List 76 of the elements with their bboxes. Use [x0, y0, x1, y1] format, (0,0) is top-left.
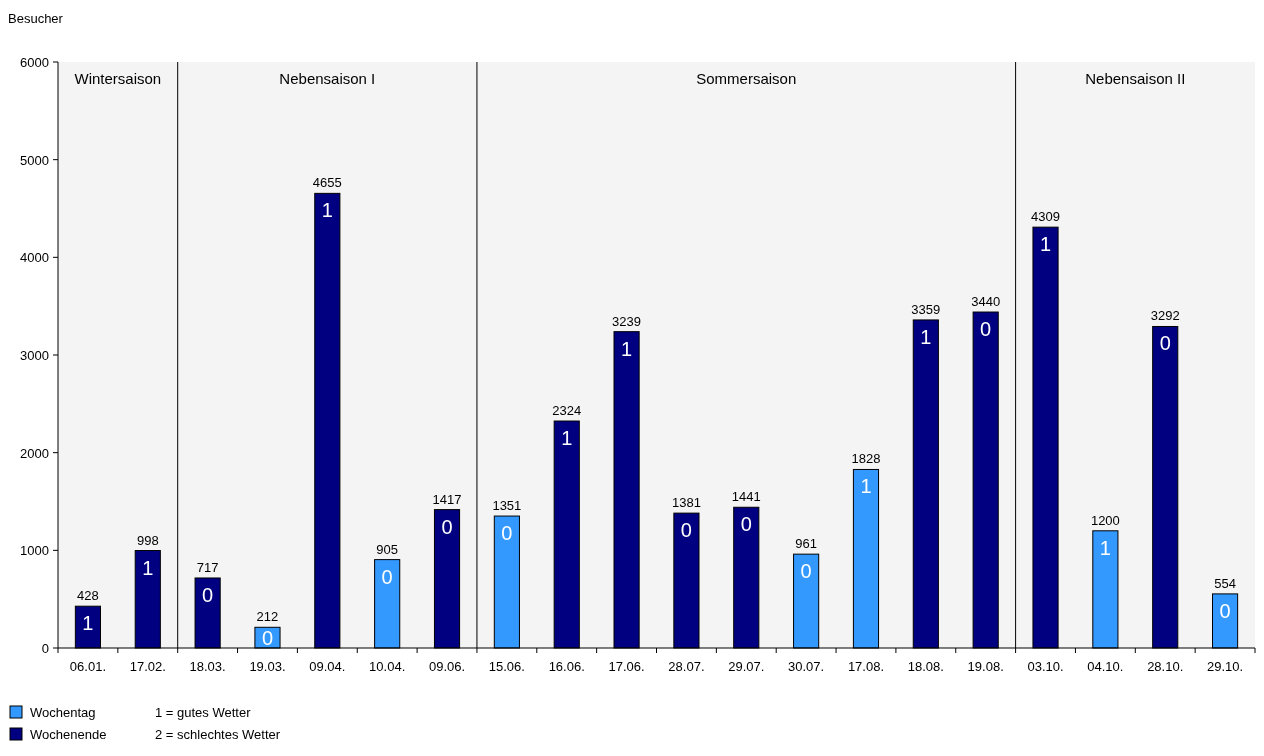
data-label: 1441	[731, 489, 761, 505]
data-label: 2324	[552, 403, 582, 419]
y-tick-label: 0	[41, 641, 49, 656]
y-tick-label: 5000	[20, 152, 49, 168]
x-tick-label: 28.07.	[668, 659, 705, 674]
y-tick-label: 6000	[20, 55, 49, 70]
annotation: 0	[381, 565, 393, 588]
annotation: 1	[1099, 536, 1111, 559]
x-tick-label: 09.04.	[309, 659, 346, 674]
annotation: 0	[1159, 332, 1171, 355]
annotation: 1	[82, 612, 94, 635]
annotation: 0	[680, 519, 692, 542]
text: 2 = schlechtes Wetter	[155, 727, 281, 742]
data-label: 428	[77, 588, 99, 604]
x-tick-label: 17.08.	[847, 659, 885, 674]
annotation: 0	[202, 583, 214, 606]
annotation: 1	[561, 427, 573, 450]
data-label: 3239	[612, 313, 642, 329]
data-label: 1200	[1090, 512, 1120, 528]
band-label: Nebensaison II	[1085, 70, 1186, 87]
data-label: 3440	[971, 294, 1001, 310]
x-tick-label: 30.07.	[788, 659, 825, 674]
data-label: 998	[136, 532, 159, 548]
x-tick-label: 03.10.	[1027, 659, 1064, 674]
data-label: 961	[795, 536, 817, 552]
x-tick-label: 16.06.	[548, 659, 585, 674]
data-label: 1351	[492, 498, 522, 514]
annotation: 0	[740, 513, 752, 536]
text: 1 = gutes Wetter	[155, 705, 252, 720]
annotation: 0	[800, 560, 812, 583]
x-tick-label: 29.10.	[1207, 659, 1244, 674]
y-tick-label: 1000	[20, 543, 49, 559]
x-tick-label: 18.03.	[189, 659, 226, 674]
annotation: 1	[142, 556, 154, 579]
data-label: 212	[256, 609, 279, 625]
annotation: 0	[261, 627, 274, 649]
x-tick-label: 17.02.	[129, 659, 166, 674]
x-tick-label: 17.06.	[608, 659, 645, 674]
x-tick-label: 29.07.	[728, 659, 765, 674]
data-label: 4309	[1031, 209, 1060, 225]
x-tick-label: 10.04.	[369, 659, 406, 674]
annotation: 0	[980, 318, 992, 341]
legend-label: Wochenende	[30, 727, 107, 742]
band-label: Nebensaison I	[279, 70, 376, 87]
x-tick-label: 19.08.	[967, 659, 1004, 674]
annotation: 1	[621, 337, 633, 360]
y-tick-label: 2000	[20, 445, 49, 461]
data-label: 3292	[1150, 308, 1180, 324]
x-tick-label: 28.10.	[1147, 659, 1184, 674]
data-label: 554	[1214, 575, 1236, 591]
x-tick-label: 19.03.	[249, 659, 286, 674]
x-tick-label: 09.06.	[428, 659, 466, 674]
data-label: 4655	[312, 175, 342, 191]
x-tick-label: 04.10.	[1087, 659, 1124, 674]
annotation: 0	[1219, 599, 1231, 622]
x-tick-label: 18.08.	[907, 659, 944, 674]
annotation: 1	[321, 199, 333, 222]
data-label: 1381	[671, 495, 701, 511]
y-tick-label: 4000	[20, 250, 49, 266]
annotation: 0	[501, 522, 513, 545]
band-label: Wintersaison	[74, 70, 162, 87]
annotation: 0	[441, 515, 453, 538]
band-label: Sommersaison	[696, 70, 797, 87]
annotation: 1	[860, 475, 872, 498]
y-tick-label: 3000	[20, 348, 49, 363]
x-tick-label: 15.06.	[488, 659, 525, 674]
annotation: 1	[920, 325, 932, 348]
y-axis-title: Besucher	[8, 11, 64, 26]
annotation: 1	[1039, 233, 1052, 256]
legend-label: Wochentag	[30, 705, 96, 720]
data-label: 717	[196, 559, 219, 575]
data-label: 1417	[432, 491, 462, 507]
x-tick-label: 06.01.	[69, 659, 106, 674]
data-label: 905	[376, 541, 399, 557]
data-label: 1828	[851, 451, 881, 467]
data-label: 3359	[911, 301, 941, 317]
